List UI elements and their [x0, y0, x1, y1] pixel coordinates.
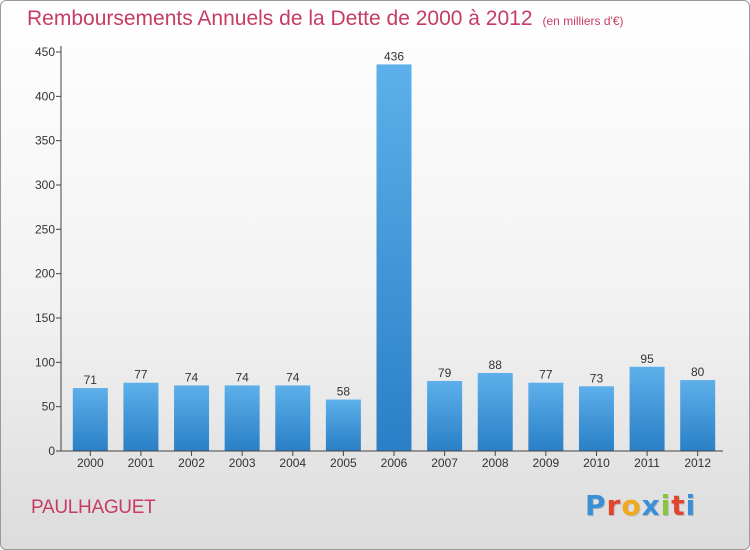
logo-letter: t	[671, 489, 686, 522]
x-tick-label-2002: 2002	[178, 456, 205, 470]
value-label-2004: 74	[286, 370, 300, 384]
logo-letter: i	[660, 489, 672, 522]
bar-2007	[427, 380, 463, 451]
x-tick-label-2004: 2004	[279, 456, 306, 470]
value-label-2011: 95	[640, 352, 654, 366]
value-label-2008: 88	[489, 358, 503, 372]
bars-group: 71 77 74 74 74 58 436 79 88 77 73 95 80	[72, 49, 716, 451]
logo-letter: o	[621, 489, 642, 522]
bar-2005	[325, 399, 361, 451]
x-tick-label-2010: 2010	[583, 456, 610, 470]
y-tick-label: 150	[35, 311, 55, 325]
value-label-2006: 436	[384, 49, 404, 63]
y-tick-label: 100	[35, 355, 55, 369]
bar-2004	[275, 385, 311, 451]
bar-2009	[528, 382, 564, 451]
bar-2002	[174, 385, 210, 451]
x-tick-label-2011: 2011	[634, 456, 660, 470]
x-tick-label-2012: 2012	[684, 456, 711, 470]
x-axis: 2000 2001 2002 2003 2004 2005 2006 2007 2008 2009…	[61, 450, 723, 470]
y-tick-label: 450	[35, 45, 55, 59]
logo-letter: r	[606, 489, 622, 522]
commune-name: PAULHAGUET	[31, 497, 156, 518]
value-label-2012: 80	[691, 365, 705, 379]
y-tick-label: 0	[48, 444, 55, 458]
y-tick-label: 50	[42, 400, 56, 414]
bar-2000	[72, 388, 108, 451]
logo-letter: x	[641, 489, 661, 522]
x-tick-label-2003: 2003	[229, 456, 256, 470]
value-label-2003: 74	[235, 370, 249, 384]
title-unit: (en milliers d'€)	[542, 14, 624, 28]
bar-2003	[224, 385, 260, 451]
bar-2011	[629, 366, 665, 451]
value-label-2005: 58	[337, 385, 351, 399]
bar-2008	[477, 372, 513, 451]
x-tick-label-2001: 2001	[128, 456, 155, 470]
bar-2006	[376, 64, 412, 451]
x-tick-label-2000: 2000	[77, 456, 104, 470]
value-label-2010: 73	[590, 371, 604, 385]
x-tick-label-2008: 2008	[482, 456, 509, 470]
x-tick-label-2005: 2005	[330, 456, 357, 470]
y-tick-label: 200	[35, 267, 55, 281]
bar-2012	[680, 380, 716, 451]
bar-2001	[123, 382, 159, 451]
chart-title: Remboursements Annuels de la Dette de 20…	[27, 7, 624, 31]
value-label-2001: 77	[134, 368, 148, 382]
bar-2010	[578, 386, 614, 451]
logo-letter: i	[685, 489, 697, 522]
y-tick-label: 350	[35, 134, 55, 148]
value-label-2009: 77	[539, 368, 553, 382]
logo-letter: P	[585, 489, 607, 522]
value-label-2002: 74	[185, 370, 199, 384]
x-tick-label-2006: 2006	[381, 456, 408, 470]
y-tick-label: 300	[35, 178, 55, 192]
value-label-2007: 79	[438, 366, 452, 380]
y-axis: 0 50 100 150 200 250 300 350 400 450	[35, 45, 62, 458]
value-label-2000: 71	[84, 373, 98, 387]
title-text: Remboursements Annuels de la Dette de 20…	[27, 7, 533, 30]
x-tick-label-2009: 2009	[532, 456, 559, 470]
y-tick-label: 400	[35, 89, 55, 103]
y-tick-label: 250	[35, 222, 55, 236]
x-tick-label-2007: 2007	[431, 456, 458, 470]
proxiti-logo[interactable]: Proxiti	[585, 489, 696, 522]
